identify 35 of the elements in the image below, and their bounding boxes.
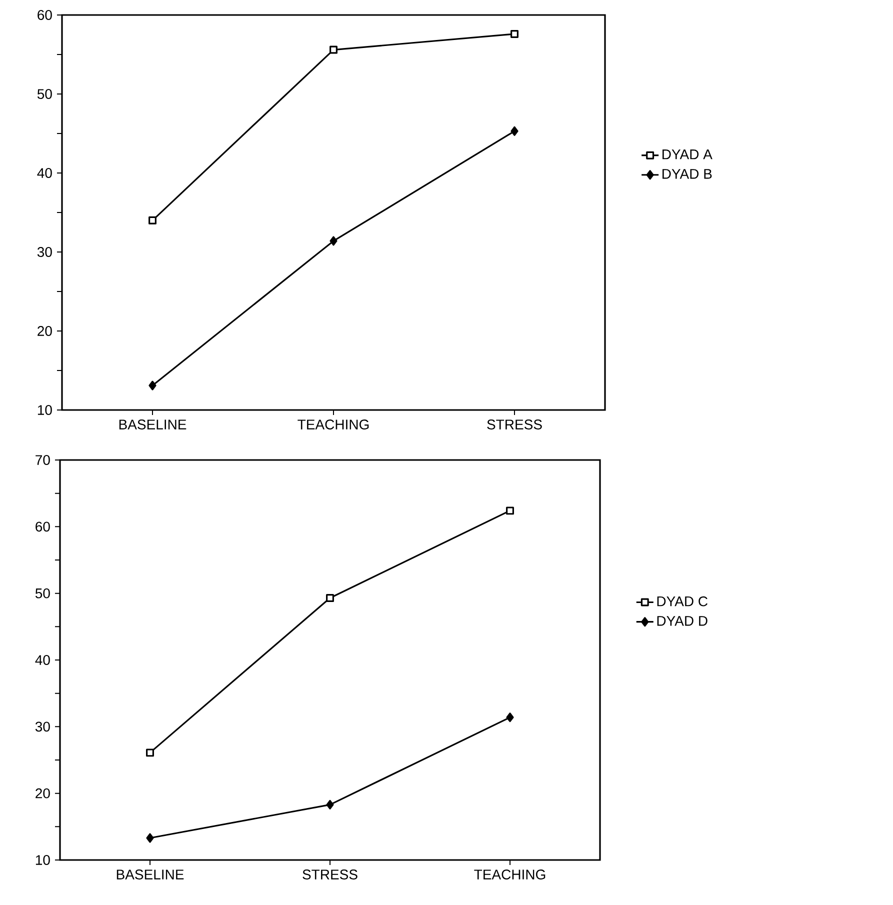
point [506, 712, 514, 722]
y-tick-label: 40 [35, 655, 50, 665]
x-tick-label: STRESS [302, 870, 358, 880]
y-tick-label: 20 [36, 788, 50, 798]
point [506, 506, 514, 515]
point [330, 46, 338, 54]
y-tick-label: 50 [35, 588, 50, 598]
point [146, 748, 154, 757]
y-tick-label: 40 [37, 168, 52, 178]
point [326, 800, 334, 810]
y-tick-label: 60 [38, 10, 52, 20]
x-tick-label: BASELINE [119, 420, 186, 430]
y-tick-label: 30 [35, 722, 50, 732]
point [330, 236, 338, 246]
x-tick-label: TEACHING [298, 420, 369, 430]
x-tick-label: BASELINE [116, 870, 184, 880]
point [510, 126, 518, 136]
y-tick-label: 60 [36, 522, 50, 532]
y-tick-label: 10 [38, 405, 52, 415]
point [326, 594, 334, 602]
x-tick-label: STRESS [487, 420, 542, 430]
legend-label: DYAD C [657, 596, 708, 606]
point [146, 833, 154, 843]
legend-label: DYAD D [657, 616, 708, 626]
legend-label: DYAD B [662, 169, 712, 179]
legend-label: DYAD A [662, 150, 712, 160]
point [148, 216, 156, 224]
y-tick-label: 20 [38, 326, 52, 336]
y-tick-label: 30 [37, 247, 52, 257]
y-tick-label: 10 [36, 855, 50, 865]
x-tick-label: TEACHING [474, 870, 546, 880]
point [148, 380, 156, 390]
y-tick-label: 50 [37, 89, 52, 99]
point [510, 30, 518, 38]
y-tick-label: 70 [36, 455, 50, 465]
